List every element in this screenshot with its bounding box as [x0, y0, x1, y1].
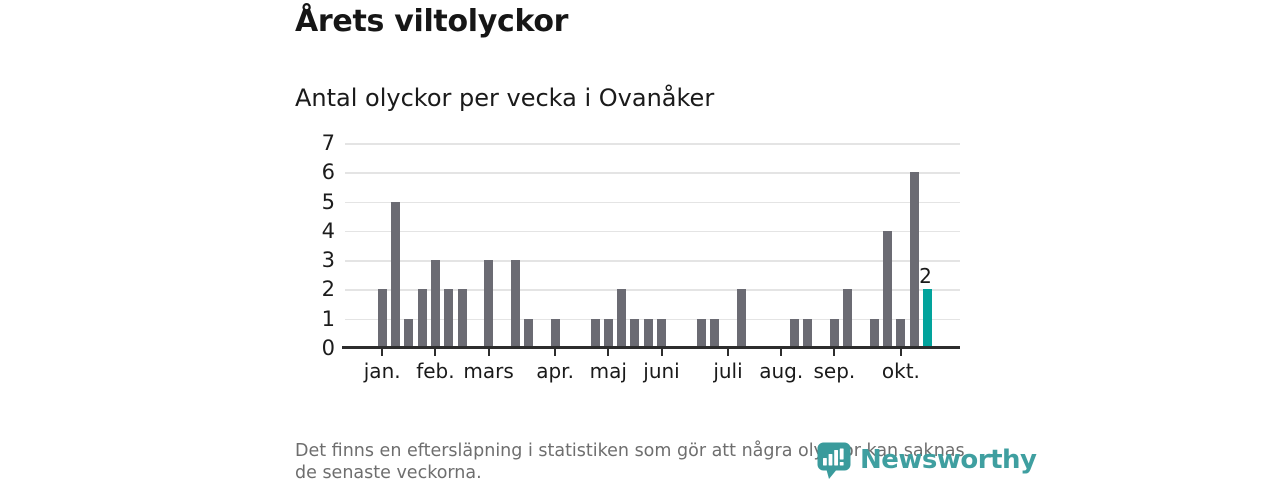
newsworthy-logo: Newsworthy	[816, 441, 1037, 479]
newsworthy-speech-bubble-chart-icon	[817, 442, 851, 479]
bar-highlighted	[923, 289, 932, 346]
gridline	[345, 230, 960, 233]
x-tick	[434, 349, 437, 356]
bar	[829, 318, 839, 346]
x-tick	[554, 349, 557, 356]
x-tick	[727, 349, 729, 356]
gridline	[345, 143, 960, 145]
bar	[710, 318, 720, 346]
y-tick-label: 6	[321, 160, 335, 185]
bar	[417, 289, 427, 346]
bar	[404, 318, 414, 346]
y-tick-label: 1	[321, 306, 335, 331]
x-tick	[899, 349, 902, 356]
x-tick-label: aug.	[759, 359, 804, 383]
newsworthy-wordmark: Newsworthy	[860, 445, 1037, 475]
x-tick-label: jan.	[363, 359, 401, 383]
y-tick-label: 4	[321, 218, 335, 243]
y-tick-label: 7	[321, 131, 335, 155]
y-tick-label: 0	[321, 336, 335, 360]
bar	[803, 318, 813, 346]
x-tick-label: mars	[463, 359, 514, 383]
bar	[736, 289, 746, 346]
x-tick-label: apr.	[536, 359, 574, 383]
bar	[457, 289, 467, 346]
gridline	[345, 289, 960, 291]
gridline	[345, 260, 960, 262]
y-tick-label: 5	[321, 189, 335, 214]
gridline	[345, 172, 960, 174]
bar	[869, 318, 879, 346]
bar-chart-plot: 0 1 2 3 4 5 6 7 2 jan. feb. mars apr. maj juni juli au…	[322, 131, 960, 383]
x-tick-label: sep.	[813, 359, 856, 383]
bar	[617, 289, 627, 346]
x-tick	[607, 349, 610, 356]
x-tick	[780, 349, 783, 356]
bar	[510, 260, 520, 346]
y-tick-label: 2	[321, 277, 335, 302]
bar	[590, 318, 600, 346]
x-tick	[833, 349, 836, 356]
x-tick	[660, 349, 663, 356]
bar	[909, 172, 919, 346]
bar	[603, 318, 613, 346]
bar	[843, 289, 853, 346]
x-tick	[381, 349, 384, 356]
chart-title: Årets viltolyckor	[295, 4, 569, 39]
bar	[630, 318, 640, 346]
bar	[696, 318, 706, 346]
bar	[444, 289, 454, 346]
bar	[883, 230, 893, 346]
bar	[790, 318, 799, 346]
x-tick	[487, 349, 490, 356]
x-tick-label: feb.	[416, 359, 455, 383]
bar	[896, 318, 906, 346]
x-tick-label: juli	[713, 359, 743, 383]
bar	[430, 260, 440, 346]
bar	[524, 318, 533, 346]
bar-value-label: 2	[919, 264, 932, 289]
x-tick-label: juni	[643, 359, 680, 383]
bar	[550, 318, 560, 346]
chart-subtitle: Antal olyckor per vecka i Ovanåker	[295, 84, 715, 112]
bar	[377, 289, 387, 346]
gridline	[345, 201, 960, 204]
x-axis-line	[342, 346, 960, 349]
y-tick-label: 3	[321, 248, 335, 273]
bar	[643, 318, 653, 346]
bar	[391, 201, 400, 346]
x-tick-label: maj	[589, 359, 627, 383]
footnote: Det finns en eftersläpning i statistiken…	[295, 441, 965, 480]
bar	[484, 260, 494, 346]
bar	[657, 318, 666, 346]
x-tick-label: okt.	[881, 359, 920, 383]
